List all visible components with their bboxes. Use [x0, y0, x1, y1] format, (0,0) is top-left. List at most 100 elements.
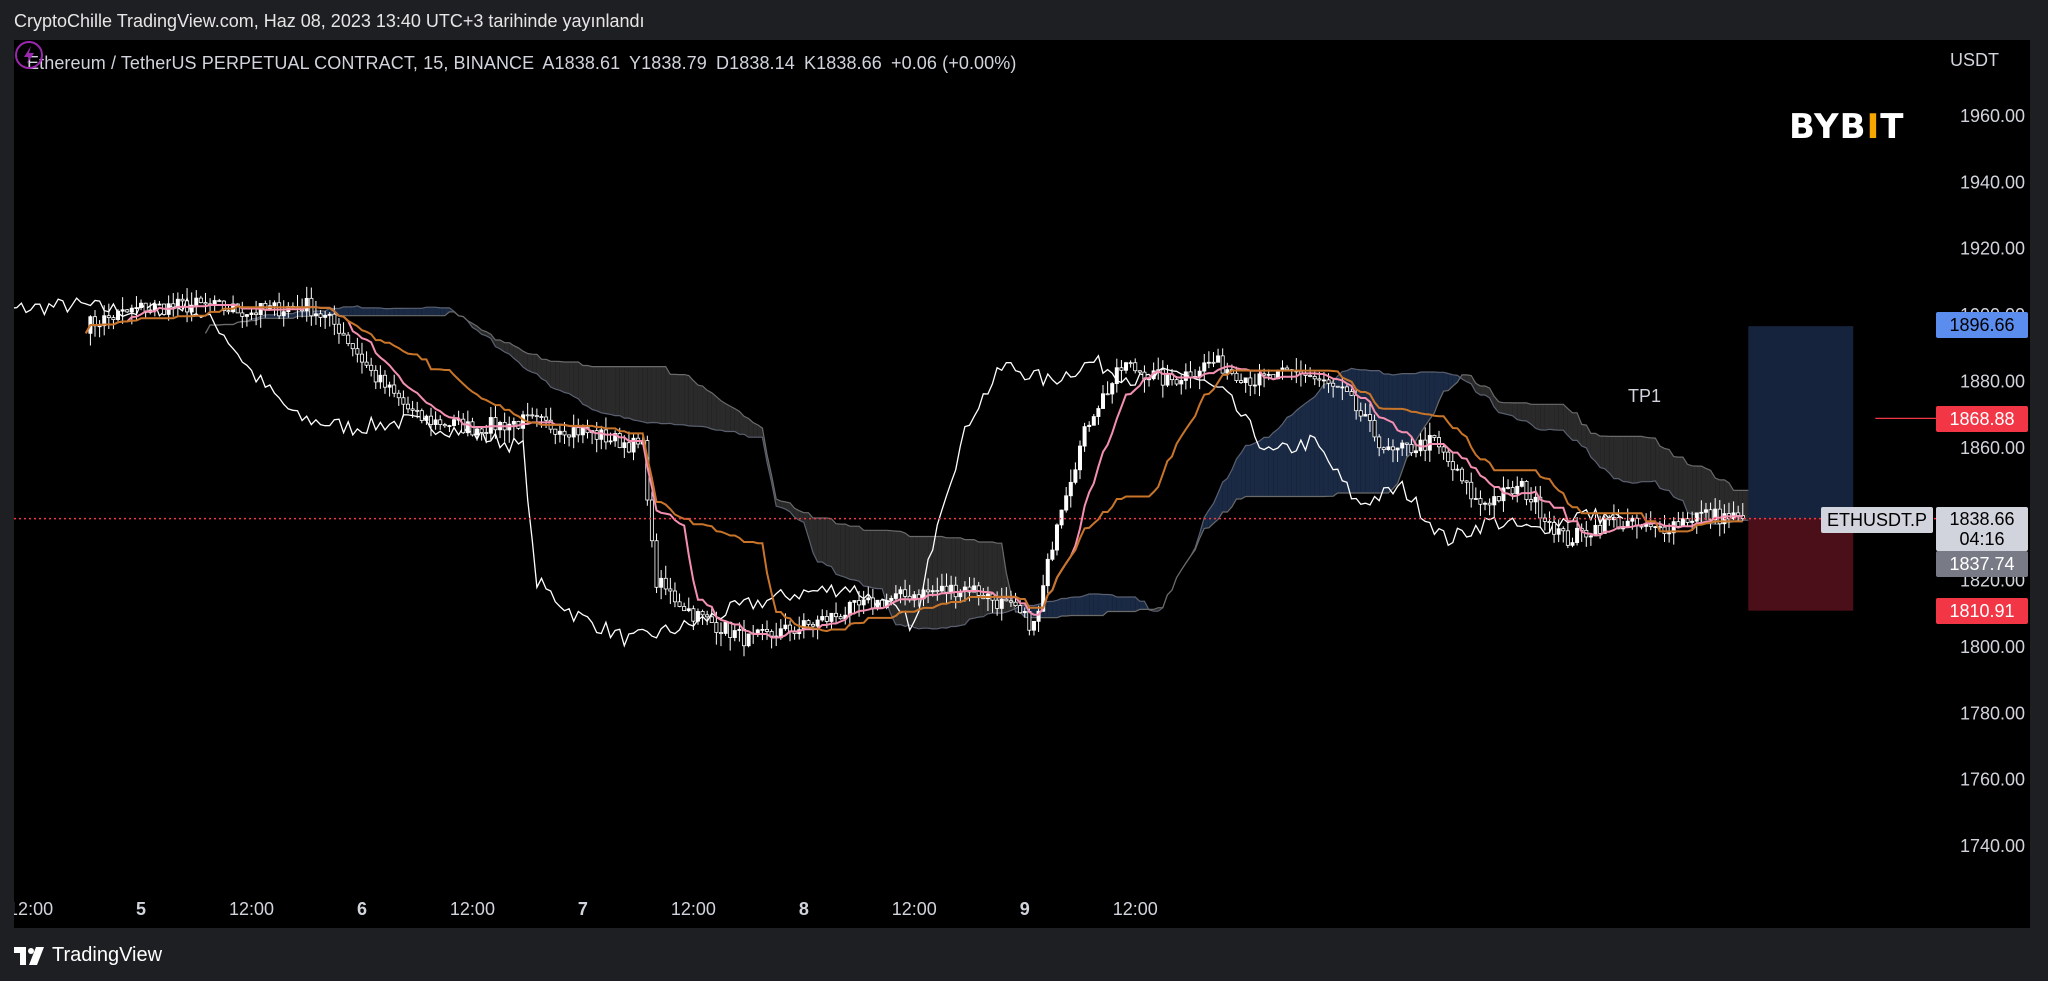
- candle-body: [1565, 530, 1570, 546]
- ichimoku-cloud-segment: [302, 311, 307, 317]
- ichimoku-cloud-segment: [582, 365, 588, 407]
- symbol-legend[interactable]: Ethereum / TetherUS PERPETUAL CONTRACT, …: [27, 53, 1020, 74]
- candle-body: [695, 611, 700, 622]
- candle-body: [1174, 379, 1179, 385]
- ichimoku-cloud-segment: [1259, 437, 1265, 497]
- candle-body: [1340, 386, 1345, 389]
- candle-body: [631, 437, 636, 453]
- candle-body: [1390, 446, 1395, 451]
- ichimoku-cloud-segment: [596, 366, 602, 413]
- footer-brand-text: TradingView: [52, 944, 163, 966]
- ichimoku-cloud-segment: [477, 326, 482, 335]
- candle-body: [1206, 361, 1211, 364]
- ichimoku-cloud-segment: [923, 536, 929, 629]
- ichimoku-cloud-segment: [1397, 373, 1403, 484]
- chart-canvas[interactable]: 1960.001940.001920.001900.001880.001860.…: [14, 40, 2030, 928]
- candle-body: [1179, 380, 1184, 385]
- target-price-label: 1896.66: [1936, 312, 2028, 338]
- candle-body: [668, 588, 673, 592]
- candle-body: [244, 314, 249, 317]
- ichimoku-cloud-segment: [472, 323, 478, 331]
- ichimoku-cloud-segment: [964, 539, 970, 625]
- ichimoku-cloud-segment: [1121, 596, 1127, 612]
- candle-body: [1386, 446, 1391, 450]
- tp-price-label: 1868.88: [1936, 406, 2028, 432]
- candle-body: [806, 620, 811, 625]
- candle-body: [378, 374, 383, 383]
- candle-body: [1367, 414, 1372, 421]
- candle-body: [304, 297, 309, 312]
- currency-label[interactable]: USDT: [1950, 50, 1999, 70]
- candle-body: [1027, 611, 1032, 631]
- x-axis-tick-label: 12:00: [14, 899, 53, 919]
- ichimoku-cloud-segment: [859, 526, 864, 587]
- ichimoku-cloud-segment: [1098, 593, 1104, 616]
- ichimoku-cloud-segment: [1346, 368, 1352, 494]
- ichimoku-cloud-segment: [638, 366, 643, 422]
- candle-body: [935, 590, 940, 592]
- ichimoku-cloud-segment: [1563, 404, 1568, 436]
- chart-area[interactable]: 1960.001940.001920.001900.001880.001860.…: [14, 40, 2030, 928]
- ichimoku-cloud-segment: [656, 366, 662, 424]
- candle-body: [718, 632, 723, 634]
- ichimoku-cloud-segment: [642, 366, 648, 423]
- candle-body: [438, 419, 443, 425]
- ichimoku-cloud-segment: [1222, 478, 1228, 512]
- ichimoku-cloud-segment: [546, 359, 551, 387]
- candle-body: [447, 425, 452, 427]
- ichimoku-cloud-segment: [564, 362, 570, 394]
- candle-body: [1188, 371, 1193, 378]
- ichimoku-cloud-segment: [914, 536, 919, 629]
- candle-body: [594, 430, 599, 440]
- candle-body: [741, 628, 746, 647]
- ichimoku-cloud-segment: [1052, 600, 1057, 618]
- candle-body: [811, 623, 816, 627]
- ichimoku-cloud-segment: [1213, 493, 1219, 524]
- ichimoku-cloud-segment: [1250, 443, 1255, 497]
- ichimoku-cloud-segment: [1623, 436, 1628, 482]
- ichimoku-cloud-segment: [500, 340, 505, 352]
- ichimoku-cloud-segment: [734, 408, 740, 435]
- ichimoku-cloud-segment: [1075, 596, 1080, 616]
- candle-body: [1377, 436, 1382, 449]
- candle-body: [254, 312, 259, 316]
- candle-body: [419, 410, 424, 421]
- current-price-label: 1838.66 04:16: [1936, 507, 2028, 551]
- y-axis-tick-label: 1960.00: [1960, 106, 2025, 126]
- ichimoku-cloud-segment: [1254, 441, 1260, 497]
- candle-body: [870, 597, 875, 610]
- flash-icon[interactable]: [14, 40, 44, 70]
- ichimoku-cloud-segment: [974, 539, 979, 619]
- candle-body: [1648, 523, 1653, 527]
- ichimoku-cloud-segment: [1636, 436, 1642, 483]
- symbol-name[interactable]: Ethereum / TetherUS PERPETUAL CONTRACT, …: [27, 53, 535, 73]
- candle-body: [686, 608, 691, 612]
- candle-body: [1552, 522, 1557, 535]
- candle-body: [1616, 517, 1621, 530]
- ichimoku-cloud-segment: [605, 366, 611, 415]
- footer-brand[interactable]: TradingView: [14, 944, 162, 967]
- ichimoku-cloud-segment: [651, 366, 657, 423]
- ichimoku-cloud-segment: [1613, 436, 1619, 479]
- candle-body: [861, 599, 866, 606]
- ichimoku-cloud-segment: [665, 366, 671, 424]
- tp1-label[interactable]: TP1: [1628, 386, 1662, 406]
- candle-body: [1110, 383, 1115, 395]
- ichimoku-cloud-segment: [826, 517, 832, 567]
- candle-body: [521, 414, 526, 429]
- candle-body: [769, 631, 774, 637]
- ichimoku-cloud-segment: [407, 308, 413, 316]
- ichimoku-cloud-segment: [1001, 543, 1007, 614]
- candle-body: [350, 343, 355, 350]
- candle-body: [1354, 394, 1359, 412]
- ichimoku-cloud-segment: [1687, 464, 1693, 515]
- candle-body: [1358, 410, 1363, 417]
- candle-body: [493, 417, 498, 431]
- ichimoku-cloud-segment: [1241, 445, 1246, 499]
- ichimoku-cloud-segment: [1139, 601, 1145, 610]
- candle-body: [1685, 518, 1690, 523]
- ichimoku-span-b: [204, 311, 1863, 619]
- candle-body: [1492, 496, 1497, 506]
- ichimoku-cloud-segment: [960, 537, 965, 626]
- ichimoku-cloud-segment: [1374, 370, 1380, 494]
